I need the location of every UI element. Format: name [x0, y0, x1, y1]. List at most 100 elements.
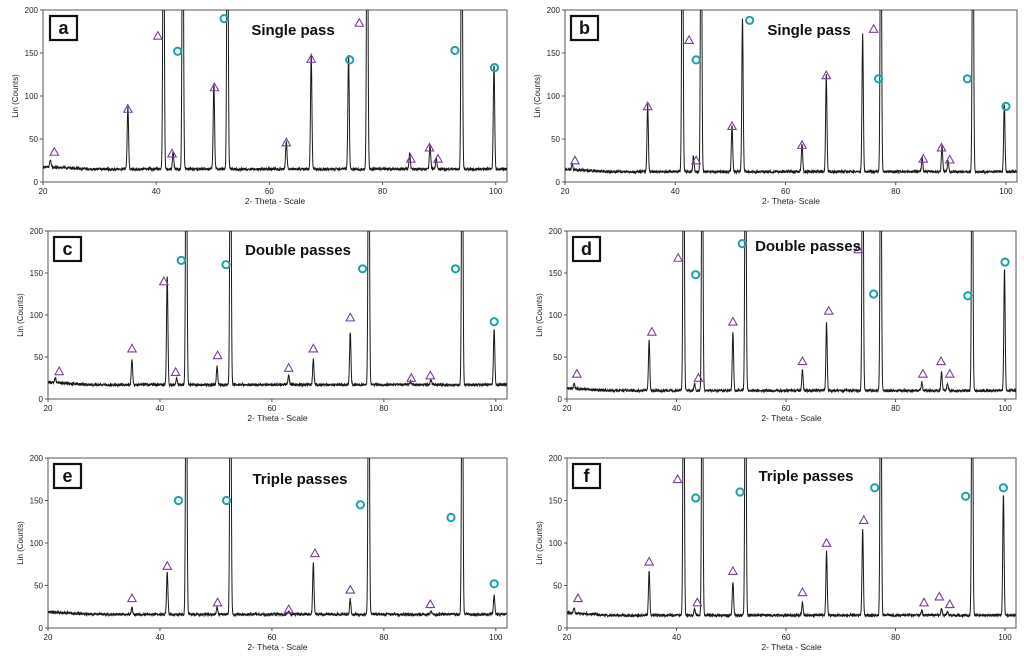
circle-phase-marker: [691, 55, 701, 65]
panel-title: Double passes: [245, 242, 351, 259]
y-tick-label: 0: [39, 395, 44, 404]
x-tick-label: 80: [378, 187, 387, 196]
triangle-phase-marker: [212, 349, 223, 360]
triangle-phase-marker: [212, 597, 223, 607]
triangle-phase-marker: [853, 244, 864, 254]
circle-phase-marker: [745, 15, 755, 25]
x-tick-label: 20: [39, 187, 48, 196]
xrd-trace: [48, 231, 507, 388]
panel-c: 0 50 100 150 200 20 40 60 80 100 2- Theta - Scale L…: [16, 227, 508, 423]
circle-phase-marker: [961, 491, 971, 501]
panel-label: b: [579, 18, 590, 38]
triangle-phase-marker: [944, 368, 955, 378]
y-tick-label: 150: [25, 49, 39, 58]
x-tick-label: 20: [44, 404, 53, 413]
triangle-phase-marker: [936, 142, 947, 152]
triangle-phase-marker: [354, 17, 365, 27]
triangle-phase-marker: [425, 598, 436, 609]
x-tick-label: 60: [782, 404, 791, 413]
circle-phase-marker: [446, 512, 456, 523]
triangle-phase-marker: [49, 146, 60, 156]
y-tick-label: 50: [29, 135, 38, 144]
x-tick-label: 40: [155, 404, 164, 413]
x-tick-label: 60: [267, 404, 276, 413]
panel-label: e: [62, 466, 72, 486]
circle-phase-marker: [869, 289, 879, 299]
triangle-phase-marker: [918, 153, 929, 163]
triangle-phase-marker: [643, 556, 655, 566]
y-tick-label: 150: [30, 497, 44, 506]
y-axis-label: Lin (Counts): [11, 74, 20, 118]
panel-label-box: [48, 14, 79, 42]
xrd-trace: [43, 10, 507, 173]
xrd-trace: [48, 458, 507, 618]
xrd-trace: [565, 10, 1017, 175]
y-tick-label: 200: [25, 6, 39, 15]
triangle-phase-marker: [691, 155, 702, 165]
panel-label-box: [52, 235, 83, 263]
panel-e: 0 50 100 150 200 20 40 60 80 100 2- Theta - Scale L…: [16, 454, 508, 652]
triangle-phase-marker: [672, 473, 683, 484]
y-tick-label: 200: [547, 6, 561, 15]
x-tick-label: 60: [782, 633, 791, 642]
x-tick-label: 20: [561, 187, 570, 196]
triangle-phase-marker: [283, 362, 294, 372]
y-axis-label: Lin (Counts): [535, 521, 544, 565]
x-tick-label: 80: [891, 404, 900, 413]
y-tick-label: 200: [549, 227, 563, 236]
y-tick-label: 0: [558, 395, 563, 404]
triangle-phase-marker: [405, 153, 416, 163]
circle-phase-marker: [874, 74, 884, 84]
x-tick-label: 40: [672, 404, 681, 413]
triangle-phase-marker: [821, 70, 832, 80]
xrd-trace: [567, 231, 1016, 394]
triangle-phase-marker: [821, 537, 832, 547]
triangle-phase-marker: [158, 276, 170, 286]
triangle-phase-marker: [934, 591, 945, 601]
triangle-phase-marker: [345, 312, 356, 322]
circle-phase-marker: [998, 483, 1009, 493]
circle-phase-marker: [489, 317, 499, 327]
panel-label-box: [52, 462, 83, 490]
triangle-phase-marker: [727, 565, 739, 575]
triangle-phase-marker: [917, 368, 929, 378]
panel-title: Single pass: [251, 22, 334, 39]
circle-phase-marker: [357, 264, 368, 274]
triangle-phase-marker: [944, 598, 955, 609]
x-tick-label: 20: [44, 633, 53, 642]
panel-title: Double passes: [755, 238, 861, 255]
triangle-phase-marker: [54, 365, 65, 376]
x-axis-label: 2- Theta - Scale: [761, 413, 822, 423]
triangle-phase-marker: [727, 316, 739, 326]
y-axis-label: Lin (Counts): [535, 293, 544, 337]
triangle-phase-marker: [283, 603, 294, 614]
y-tick-label: 100: [30, 539, 44, 548]
circle-phase-marker: [173, 46, 183, 56]
panel-label: a: [58, 18, 69, 38]
y-tick-label: 100: [547, 92, 561, 101]
x-tick-label: 60: [781, 187, 790, 196]
triangle-phase-marker: [646, 326, 658, 336]
y-axis-label: Lin (Counts): [16, 293, 25, 337]
plot-frame: [566, 230, 1017, 400]
triangle-phase-marker: [209, 82, 220, 92]
circle-phase-marker: [489, 63, 500, 73]
y-tick-label: 200: [30, 454, 44, 463]
triangle-phase-marker: [281, 137, 292, 147]
circle-phase-marker: [870, 483, 880, 493]
triangle-phase-marker: [152, 30, 164, 40]
circle-phase-marker: [963, 291, 973, 301]
triangle-phase-marker: [935, 355, 947, 366]
y-tick-label: 200: [30, 227, 44, 236]
y-tick-label: 50: [34, 582, 43, 591]
y-tick-label: 150: [549, 269, 563, 278]
y-tick-label: 0: [34, 178, 39, 187]
y-tick-label: 100: [549, 539, 563, 548]
y-tick-label: 150: [549, 497, 563, 506]
triangle-phase-marker: [306, 53, 317, 63]
x-tick-label: 80: [379, 633, 388, 642]
triangle-phase-marker: [692, 597, 703, 607]
triangle-phase-marker: [309, 547, 321, 558]
circle-phase-marker: [176, 255, 186, 265]
y-tick-label: 50: [553, 353, 562, 362]
